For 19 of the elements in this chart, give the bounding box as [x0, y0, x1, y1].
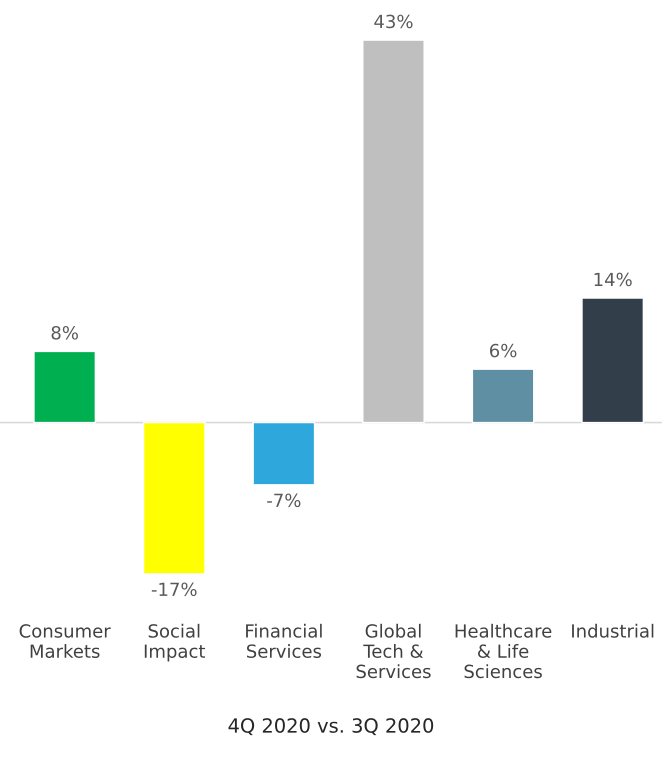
bar — [581, 297, 644, 424]
data-label: 14% — [594, 272, 632, 286]
bar — [142, 422, 206, 574]
bar — [33, 350, 96, 424]
x-tick-label: Social Impact — [144, 624, 206, 662]
bar — [362, 40, 425, 424]
bar — [472, 368, 534, 424]
bar — [252, 422, 316, 486]
x-tick-label: Healthcare & Life Sciences — [456, 624, 552, 678]
x-tick-label: Consumer Markets — [20, 624, 111, 658]
x-axis-title: 4Q 2020 vs. 3Q 2020 — [228, 718, 434, 736]
data-label: -17% — [152, 582, 197, 596]
data-label: -7% — [267, 494, 300, 508]
x-tick-label: Industrial — [572, 624, 654, 638]
data-label: 43% — [374, 14, 413, 28]
x-tick-label: Financial Services — [246, 624, 322, 658]
x-tick-label: Global Tech & Services — [356, 624, 431, 678]
data-label: 8% — [52, 326, 78, 340]
data-label: 6% — [490, 344, 516, 358]
